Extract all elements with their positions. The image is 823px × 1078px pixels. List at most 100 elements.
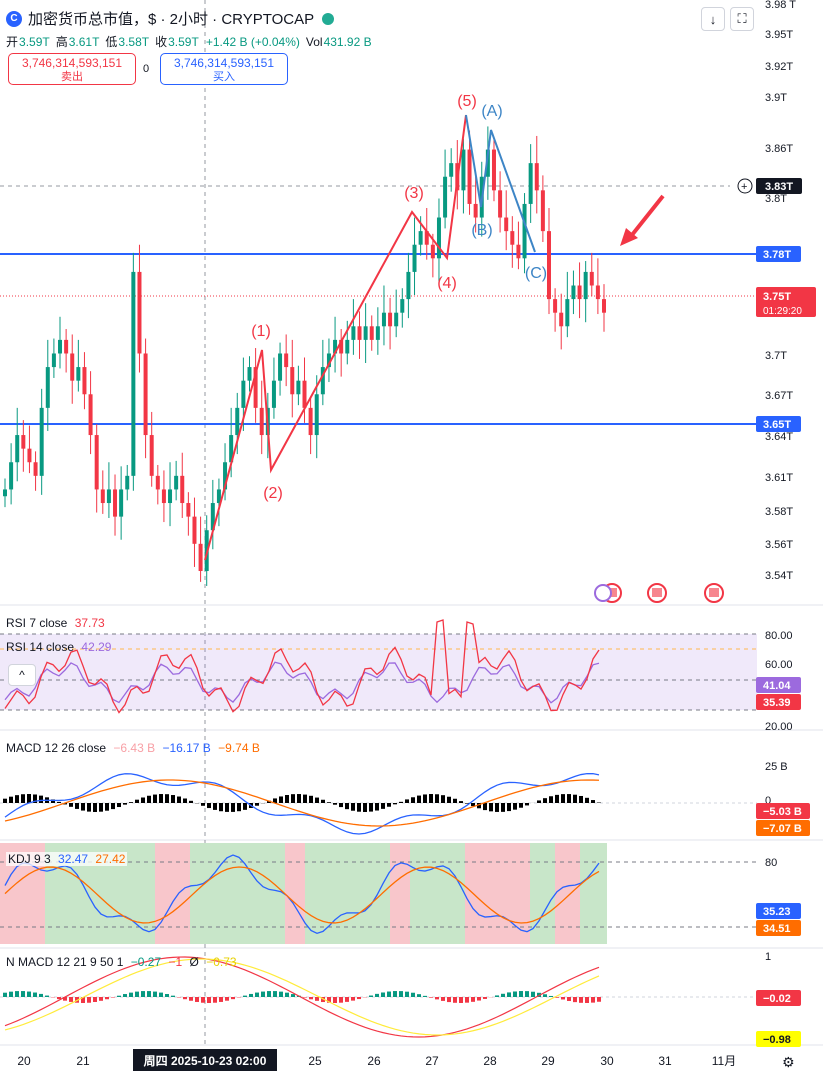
#26a69a: macd-hist-bar	[549, 796, 553, 803]
candle-body	[412, 244, 417, 272]
nmacd-bar	[243, 995, 247, 997]
nmacd-v3: Ø	[189, 955, 199, 969]
#ffcdd2: macd-hist-bar	[219, 803, 223, 812]
candle-body	[94, 435, 99, 490]
macd-badge-1: −5.03 B	[763, 806, 802, 818]
#26a69a: macd-hist-bar	[141, 797, 145, 803]
candle-body	[308, 407, 313, 436]
candle-body	[39, 407, 44, 476]
rsi7-legend: RSI 7 close 37.73	[6, 616, 105, 630]
candle-body	[565, 299, 570, 327]
buy-button[interactable]: 3,746,314,593,151 买入	[160, 53, 288, 85]
hline-label: 3.78T	[763, 249, 791, 261]
nmacd-bar	[195, 997, 199, 1002]
y-tick-label: 3.56T	[765, 539, 793, 551]
candle-body	[106, 489, 111, 504]
kdj-d-value: 27.42	[95, 852, 126, 866]
candle-body	[210, 503, 215, 531]
nmacd-bar	[87, 997, 91, 1003]
#ef5350: macd-hist-bar	[333, 803, 337, 805]
nmacd-bar	[291, 994, 295, 997]
#26a69a: macd-hist-bar	[459, 801, 463, 803]
nmacd-bar	[543, 994, 547, 997]
nmacd-bar	[339, 997, 343, 1003]
candle-body	[27, 448, 32, 463]
#ffcdd2: macd-hist-bar	[471, 803, 475, 807]
#26a69a: macd-hist-bar	[189, 800, 193, 803]
fullscreen-icon[interactable]: ⛶	[730, 7, 754, 31]
kdj-k-value: 32.47	[58, 852, 89, 866]
nmacd-bar	[93, 997, 97, 1002]
hline-label-bg-0	[756, 246, 801, 262]
macd-tick: 0	[765, 795, 771, 807]
signal-line	[4, 779, 600, 827]
#ef5350: macd-hist-bar	[519, 803, 523, 808]
nmacd-bar	[9, 991, 13, 997]
nmacd-bar	[357, 997, 361, 1000]
candle-body	[271, 380, 276, 408]
nmacd-badge-bg-2	[756, 1031, 801, 1047]
nmacd-bar	[411, 992, 415, 997]
candle-body	[131, 271, 136, 476]
sell-price: 3,746,314,593,151	[21, 56, 123, 70]
candle-body	[345, 339, 350, 354]
candle-body	[247, 367, 252, 381]
#26a69a: macd-hist-bar	[411, 797, 415, 803]
candle-body	[3, 489, 7, 497]
sell-button[interactable]: 3,746,314,593,151 卖出	[8, 53, 136, 85]
x-tick-label: 28	[483, 1054, 497, 1068]
nmacd-bar	[135, 991, 139, 997]
#26a69a: macd-hist-bar	[585, 797, 589, 803]
nmacd-bar	[249, 993, 253, 997]
candle-body	[51, 353, 56, 368]
spread-value: 0	[143, 63, 150, 75]
sell-label: 卖出	[61, 71, 83, 83]
nmacd-bar	[369, 995, 373, 997]
#b2dfdb: macd-hist-bar	[165, 794, 169, 803]
candle-body	[15, 435, 20, 463]
nmacd-bar	[471, 997, 475, 1002]
nmacd-bar	[531, 991, 535, 997]
#ef5350: macd-hist-bar	[69, 803, 73, 807]
#26a69a: macd-hist-bar	[27, 794, 31, 803]
macd-hist-value: −6.43 B	[113, 741, 156, 755]
candle-body	[546, 231, 551, 300]
kdj-band-16	[580, 843, 607, 944]
nmacd-bar	[153, 991, 157, 997]
nmacd-bar	[321, 997, 325, 1003]
#26a69a: macd-hist-bar	[573, 794, 577, 803]
plus-icon: +	[741, 181, 747, 193]
candle-body	[119, 489, 124, 517]
x-tick-label: 20	[17, 1054, 31, 1068]
nmacd-v4: −0.73	[206, 955, 237, 969]
candle-body	[241, 380, 246, 408]
flag-stripes	[607, 588, 617, 597]
#b2dfdb: macd-hist-bar	[291, 794, 295, 803]
candle-body	[314, 394, 319, 436]
kdj-band-11	[390, 843, 410, 944]
nmacd-bar	[477, 997, 481, 1001]
#ffcdd2: macd-hist-bar	[237, 803, 241, 812]
ohlc-value-4: +1.42 B (+0.04%)	[205, 35, 300, 49]
x-tick-label: 11月	[712, 1054, 736, 1068]
nmacd-bar	[393, 991, 397, 997]
settings-gear-icon[interactable]: ⚙	[782, 1054, 795, 1070]
candle-body	[583, 271, 588, 300]
nmacd-badge-bg-1	[756, 990, 801, 1006]
nmacd-bar	[309, 997, 313, 1000]
#ffcdd2: macd-hist-bar	[507, 803, 511, 812]
nmacd-badge-1: −0.02	[763, 993, 791, 1005]
#b2dfdb: macd-hist-bar	[57, 801, 61, 803]
rsi-tick: 80.00	[765, 630, 793, 642]
y-tick-label: 3.7T	[765, 350, 787, 362]
nmacd-bar	[15, 991, 19, 997]
download-icon[interactable]: ↓	[701, 7, 725, 31]
#26a69a: macd-hist-bar	[555, 794, 559, 803]
candle-body	[45, 367, 50, 408]
elliott-correction-line	[465, 114, 536, 253]
#ffcdd2: macd-hist-bar	[489, 803, 493, 812]
y-tick-label: 3.64T	[765, 431, 793, 443]
collapse-legend-button[interactable]: ^	[8, 664, 36, 686]
#ef5350: macd-hist-bar	[465, 803, 469, 804]
